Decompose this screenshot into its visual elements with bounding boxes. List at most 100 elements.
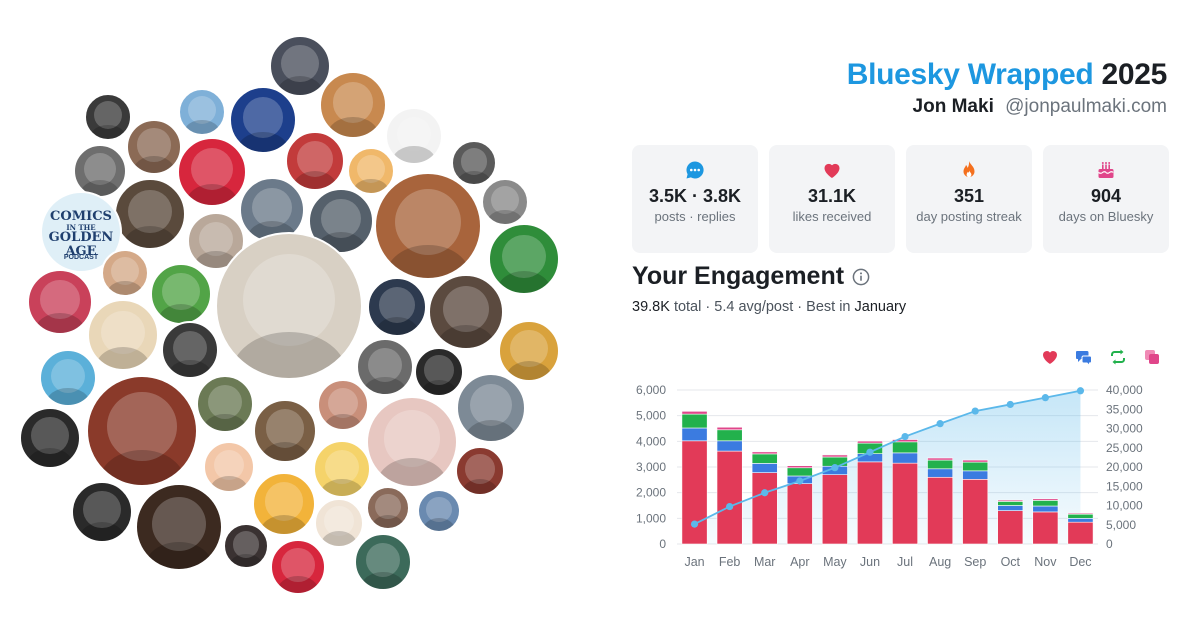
info-icon[interactable] xyxy=(852,268,870,286)
avatar[interactable] xyxy=(498,320,560,382)
bar-segment xyxy=(997,499,1024,502)
legend-repost-icon[interactable] xyxy=(1109,348,1127,366)
cumulative-point xyxy=(1076,387,1085,395)
avatar[interactable] xyxy=(354,533,412,591)
avatar[interactable] xyxy=(366,396,458,488)
avatar[interactable] xyxy=(215,232,363,380)
stat-value: 3.5K · 3.8K xyxy=(648,186,742,206)
avatar[interactable] xyxy=(451,140,497,186)
avatar[interactable] xyxy=(187,212,245,270)
avatar[interactable] xyxy=(455,446,505,496)
avatar[interactable] xyxy=(19,407,81,469)
speech-bubble-icon xyxy=(686,161,704,179)
avatar[interactable] xyxy=(488,223,560,295)
bar-segment xyxy=(857,440,883,444)
avatar[interactable] xyxy=(428,274,504,350)
stat-card-streak: 351 day posting streak xyxy=(906,145,1032,253)
stat-label: days on Bluesky xyxy=(1058,209,1154,224)
avatar[interactable] xyxy=(366,486,410,530)
avatar[interactable] xyxy=(285,131,345,191)
bar-segment xyxy=(1032,500,1059,507)
avatar[interactable] xyxy=(239,177,305,243)
avatar[interactable]: COMICS IN THE GOLDEN AGE PODCAST xyxy=(40,191,122,273)
avatar[interactable] xyxy=(73,144,127,198)
stat-label: posts · replies xyxy=(654,209,736,224)
y-right-tick-label: 15,000 xyxy=(1106,479,1143,493)
avatar[interactable] xyxy=(367,277,427,337)
avatar[interactable] xyxy=(252,472,316,536)
avatar[interactable] xyxy=(229,86,297,154)
avatar[interactable] xyxy=(347,147,395,195)
avatar[interactable] xyxy=(356,338,414,396)
avatar[interactable] xyxy=(178,88,226,136)
avatar[interactable] xyxy=(39,349,97,407)
bar-segment xyxy=(1067,512,1094,515)
avatar[interactable] xyxy=(414,347,464,397)
x-tick-label: Feb xyxy=(719,555,741,569)
flame-icon xyxy=(963,161,975,178)
bar-segment xyxy=(751,451,778,455)
bar-segment xyxy=(1067,521,1094,545)
avatar[interactable] xyxy=(374,172,482,280)
bar-segment xyxy=(681,440,708,545)
cumulative-point xyxy=(971,407,979,415)
avatar[interactable] xyxy=(27,269,93,335)
bar-segment xyxy=(927,457,954,461)
stat-label: day posting streak xyxy=(916,209,1022,224)
avatar[interactable] xyxy=(319,71,387,139)
avatar[interactable] xyxy=(114,178,186,250)
bar-segment xyxy=(681,427,708,442)
avatar[interactable] xyxy=(385,107,443,165)
avatar[interactable] xyxy=(417,489,461,533)
x-tick-label: Jun xyxy=(860,555,880,569)
avatar[interactable] xyxy=(161,321,219,379)
stat-card-posts: 3.5K · 3.8K posts · replies xyxy=(632,145,758,253)
y-right-tick-label: 35,000 xyxy=(1106,402,1143,416)
avatar[interactable] xyxy=(135,483,223,571)
avatar[interactable] xyxy=(150,263,212,325)
avatar[interactable] xyxy=(223,523,269,569)
bar-segment xyxy=(892,452,918,464)
avatar[interactable] xyxy=(177,137,247,207)
bar-segment xyxy=(1032,505,1059,513)
avatar[interactable] xyxy=(84,93,132,141)
avatar[interactable] xyxy=(456,373,526,443)
avatar[interactable] xyxy=(314,498,364,548)
y-right-tick-label: 0 xyxy=(1106,537,1113,551)
avatar[interactable] xyxy=(87,299,159,371)
legend-quote-icon[interactable] xyxy=(1143,348,1161,366)
cumulative-point xyxy=(761,489,769,497)
engagement-best-month: January xyxy=(854,299,907,315)
cumulative-point xyxy=(1006,400,1014,409)
bar-segment xyxy=(1067,513,1094,519)
bar-segment xyxy=(751,463,778,473)
avatar[interactable] xyxy=(71,481,133,543)
avatar[interactable] xyxy=(126,119,182,175)
bar-segment xyxy=(751,453,778,464)
stat-label: likes received xyxy=(792,209,872,224)
avatar[interactable] xyxy=(253,399,317,463)
bar-segment xyxy=(786,483,813,545)
stat-card-likes: 31.1K likes received xyxy=(769,145,895,253)
avatar[interactable] xyxy=(101,249,149,297)
legend-heart-icon[interactable] xyxy=(1041,348,1059,366)
avatar[interactable] xyxy=(86,375,198,487)
y-left-tick-label: 4,000 xyxy=(636,434,666,448)
brand-title: Bluesky Wrapped xyxy=(846,58,1094,91)
user-handle[interactable]: @jonpaulmaki.com xyxy=(1005,96,1167,117)
avatar[interactable] xyxy=(196,375,254,433)
avatar[interactable] xyxy=(313,440,371,498)
bar-segment xyxy=(857,461,883,545)
avatar[interactable] xyxy=(203,441,255,493)
user-identity: Jon Maki @jonpaulmaki.com xyxy=(913,96,1167,118)
heart-icon xyxy=(824,163,840,178)
bar-segment xyxy=(681,413,708,429)
avatar[interactable] xyxy=(317,379,369,431)
avatar[interactable] xyxy=(269,35,331,97)
bar-segment xyxy=(786,465,813,469)
avatar[interactable] xyxy=(270,539,326,595)
legend-reply-icon[interactable] xyxy=(1075,348,1093,366)
avatar[interactable] xyxy=(481,178,529,226)
bar-segment xyxy=(997,510,1024,545)
bar-segment xyxy=(716,426,743,431)
